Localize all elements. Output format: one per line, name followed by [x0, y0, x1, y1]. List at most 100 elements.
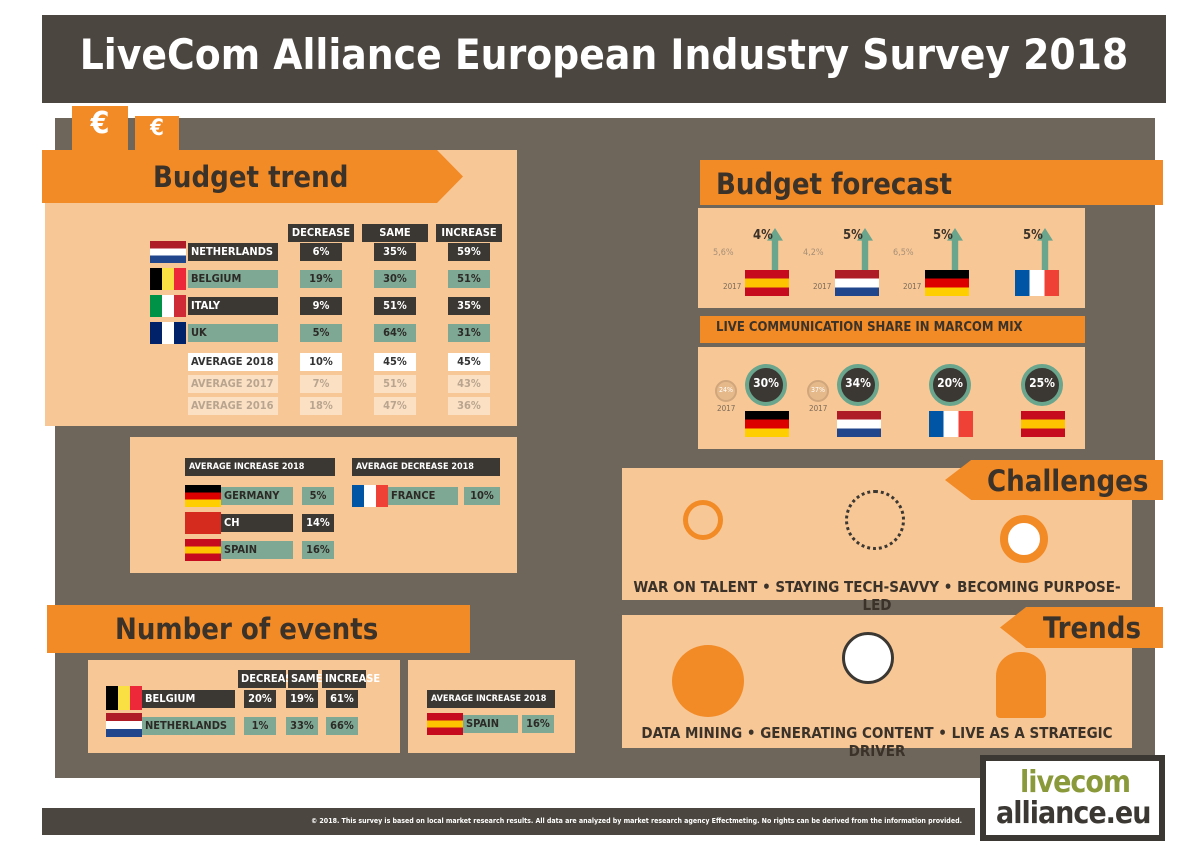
value: 35% — [448, 297, 490, 315]
donut — [1021, 364, 1063, 406]
value: 5% — [302, 487, 334, 505]
banner — [945, 460, 1163, 500]
banner — [700, 316, 1085, 343]
column-header: INCREASE — [322, 670, 380, 688]
flag — [150, 241, 186, 263]
footer-text: © 2018. This survey is based on local ma… — [310, 817, 962, 825]
value: 59% — [448, 243, 490, 261]
section-title: Challenges — [987, 464, 1149, 498]
value: 30% — [374, 270, 416, 288]
flag — [925, 270, 969, 296]
share-value: 20% — [937, 376, 963, 390]
table-header: AVERAGE DECREASE 2018 — [352, 458, 500, 476]
value: 19% — [286, 690, 318, 708]
flag — [1021, 411, 1065, 437]
value: 35% — [374, 243, 416, 261]
icon — [1000, 515, 1048, 563]
share-value: 30% — [753, 376, 779, 390]
logo — [980, 755, 1165, 841]
previous-value: 5,6% — [713, 248, 734, 258]
flag — [929, 411, 973, 437]
share-value: 25% — [1029, 376, 1055, 390]
table-header: AVERAGE INCREASE 2018 — [185, 458, 335, 476]
value: 10% — [300, 353, 342, 371]
donut — [715, 380, 737, 402]
average-label: AVERAGE 2017 — [188, 375, 278, 393]
flag — [745, 411, 789, 437]
column-header: SAME — [288, 670, 322, 688]
forecast-value: 5% — [933, 228, 953, 243]
value: 61% — [326, 690, 358, 708]
flag — [427, 713, 463, 735]
flag — [835, 270, 879, 296]
value: 64% — [374, 324, 416, 342]
footer-bar — [42, 808, 975, 835]
section-title: Budget trend — [153, 160, 349, 194]
column-header: INCREASE — [436, 224, 502, 242]
average-label: AVERAGE 2016 — [188, 397, 278, 415]
value: 31% — [448, 324, 490, 342]
flag — [185, 539, 221, 561]
value: 19% — [300, 270, 342, 288]
country: NETHERLANDS — [188, 243, 278, 261]
average-label: AVERAGE 2018 — [188, 353, 278, 371]
flag — [185, 485, 221, 507]
previous-year: 2017 — [723, 282, 742, 291]
column-header: DECREASE — [238, 670, 299, 688]
statement: DATA MINING • GENERATING CONTENT • LIVE … — [641, 724, 1113, 760]
value: 6% — [300, 243, 342, 261]
previous-year: 2017 — [813, 282, 832, 291]
logo-text: alliance.eu — [996, 796, 1151, 831]
forecast-value: 4% — [753, 228, 773, 243]
country: CH — [221, 514, 293, 532]
section-title: Number of events — [115, 612, 379, 646]
flag — [1015, 270, 1059, 296]
icon — [683, 500, 723, 540]
country: SPAIN — [463, 715, 518, 733]
value: 5% — [300, 324, 342, 342]
value: 36% — [448, 397, 490, 415]
title: LiveCom Alliance European Industry Surve… — [79, 30, 1129, 79]
previous-value: 4,2% — [803, 248, 824, 258]
forecast-value: 5% — [843, 228, 863, 243]
value: 16% — [302, 541, 334, 559]
country: SPAIN — [221, 541, 293, 559]
logo-box — [986, 761, 1159, 835]
value: 10% — [464, 487, 500, 505]
previous-value: 37% — [811, 386, 825, 394]
value: 45% — [374, 353, 416, 371]
value: 51% — [448, 270, 490, 288]
flag — [185, 512, 221, 534]
country: FRANCE — [388, 487, 458, 505]
value: 1% — [244, 717, 276, 735]
value: 9% — [300, 297, 342, 315]
icon — [845, 490, 905, 550]
country: GERMANY — [221, 487, 293, 505]
value: 18% — [300, 397, 342, 415]
value: 51% — [374, 375, 416, 393]
icon — [996, 652, 1046, 718]
country: UK — [188, 324, 278, 342]
value: 14% — [302, 514, 334, 532]
euro-icon: € — [135, 116, 179, 152]
banner — [42, 150, 437, 203]
euro-icon: € — [72, 106, 128, 152]
flag — [745, 270, 789, 296]
previous-year: 2017 — [717, 404, 736, 413]
statement: WAR ON TALENT • STAYING TECH-SAVVY • BEC… — [633, 578, 1121, 614]
donut — [929, 364, 971, 406]
subtitle: LIVE COMMUNICATION SHARE IN MARCOM MIX — [716, 320, 1023, 335]
previous-year: 2017 — [809, 404, 828, 413]
value: 43% — [448, 375, 490, 393]
value: 33% — [286, 717, 318, 735]
previous-value: 6,5% — [893, 248, 914, 258]
icon — [842, 632, 894, 684]
flag — [150, 268, 186, 290]
forecast-value: 5% — [1023, 228, 1043, 243]
flag — [150, 322, 186, 344]
section-title: Trends — [1043, 611, 1141, 645]
value: 20% — [244, 690, 276, 708]
value: 51% — [374, 297, 416, 315]
flag — [106, 686, 142, 710]
